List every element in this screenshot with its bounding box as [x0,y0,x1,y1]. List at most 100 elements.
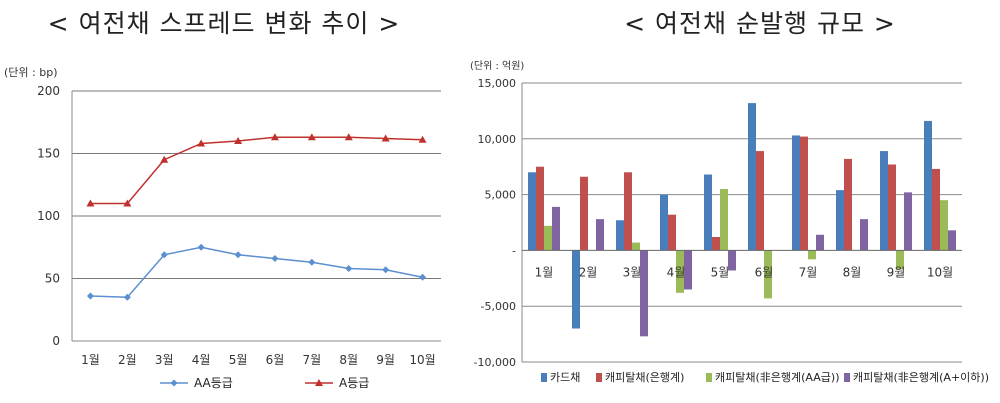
legend-swatch [844,373,850,382]
x-tick-label: 2월 [118,353,137,367]
data-point [270,133,279,141]
y-tick-label: -10,000 [474,356,516,369]
data-point [160,251,168,259]
bar [748,103,756,251]
spread-line-chart: (단위 : bp) 0 50 100 150 200 1월 2월 3월 4월 5월 6월 7월 8월 9월 1… [4,66,441,390]
bar [924,120,932,251]
bar [932,168,940,251]
bar [704,174,712,251]
legend-label: 캐피탈채(非은행계(AA급)) [715,371,839,384]
bar [536,166,544,251]
legend-swatch [541,373,547,382]
y-tick-label: 10,000 [478,133,517,146]
bar [596,219,604,251]
data-point [418,135,427,143]
bar [580,176,588,251]
legend-label: 캐피탈채(은행계) [605,371,684,384]
x-tick-label: 3월 [623,265,642,279]
bar [844,158,852,251]
bar [836,190,844,251]
data-point [344,133,353,141]
spread-chart-title: < 여전채 스프레드 변화 추이 > [47,9,401,38]
bar [544,225,552,251]
bar [712,237,720,251]
bar [640,250,648,337]
x-tick-label: 4월 [192,353,211,367]
data-point [419,273,427,281]
x-tick-label: 6월 [755,265,774,279]
bar [896,250,904,270]
bar [800,136,808,251]
bar [880,151,888,251]
x-tick-label: 8월 [339,353,358,367]
bar [720,189,728,251]
legend-marker [170,379,178,387]
bar [756,151,764,251]
bar [888,164,896,251]
bar [808,250,816,260]
y-tick-label: 5,000 [485,189,517,202]
bar [552,206,560,251]
x-tick-label: 9월 [376,353,395,367]
x-tick-label: 10월 [927,265,953,279]
legend-label: AA등급 [194,376,233,390]
legend-swatch [706,373,712,382]
y-tick-label: 100 [37,209,60,223]
data-point [123,199,132,207]
bar [904,192,912,251]
x-tick-label: 1월 [81,353,100,367]
legend-label: A등급 [339,376,369,390]
x-tick-label: 5월 [711,265,730,279]
data-point [381,134,390,142]
x-tick-label: 7월 [303,353,322,367]
bar [816,234,824,251]
y-tick-label: 50 [45,272,60,286]
y-tick-label: 150 [37,147,60,161]
right-unit-label: (단위 : 억원) [470,59,524,72]
series-line [90,136,423,205]
y-tick-label: -5,000 [481,300,516,313]
x-tick-label: 5월 [229,353,248,367]
data-point [308,258,316,266]
bar [660,194,668,251]
bar [764,250,772,299]
data-point [234,137,243,144]
bar [676,250,684,293]
data-point [86,199,95,207]
issuance-chart-title: < 여전채 순발행 규모 > [624,9,896,38]
data-point [160,155,169,163]
bar [528,172,536,251]
bar [624,172,632,251]
y-tick-label: - [512,244,516,257]
left-unit-label: (단위 : bp) [4,66,58,79]
legend-label: 캐피탈채(非은행계(A+이하)) [853,370,989,384]
data-point [86,292,94,300]
bar [684,250,692,290]
y-tick-label: 200 [37,84,60,98]
data-point [197,139,206,147]
bar [668,214,676,251]
y-tick-label: 0 [52,334,60,348]
bar [572,250,580,329]
data-point [197,243,205,251]
bar [728,250,736,271]
bar [860,219,868,251]
x-tick-label: 9월 [887,265,906,279]
x-tick-label: 4월 [667,265,686,279]
y-tick-label: 15,000 [478,77,517,90]
x-tick-label: 2월 [579,265,598,279]
data-point [123,293,131,301]
x-tick-label: 10월 [409,353,435,367]
bar [792,135,800,251]
legend-marker [315,379,323,386]
x-tick-label: 8월 [843,265,862,279]
x-tick-label: 6월 [266,353,285,367]
data-point [382,266,390,274]
legend-swatch [596,373,602,382]
series-line [90,246,423,299]
data-point [271,255,279,262]
bar [940,200,948,251]
bar [948,230,956,251]
x-tick-label: 1월 [535,265,554,279]
